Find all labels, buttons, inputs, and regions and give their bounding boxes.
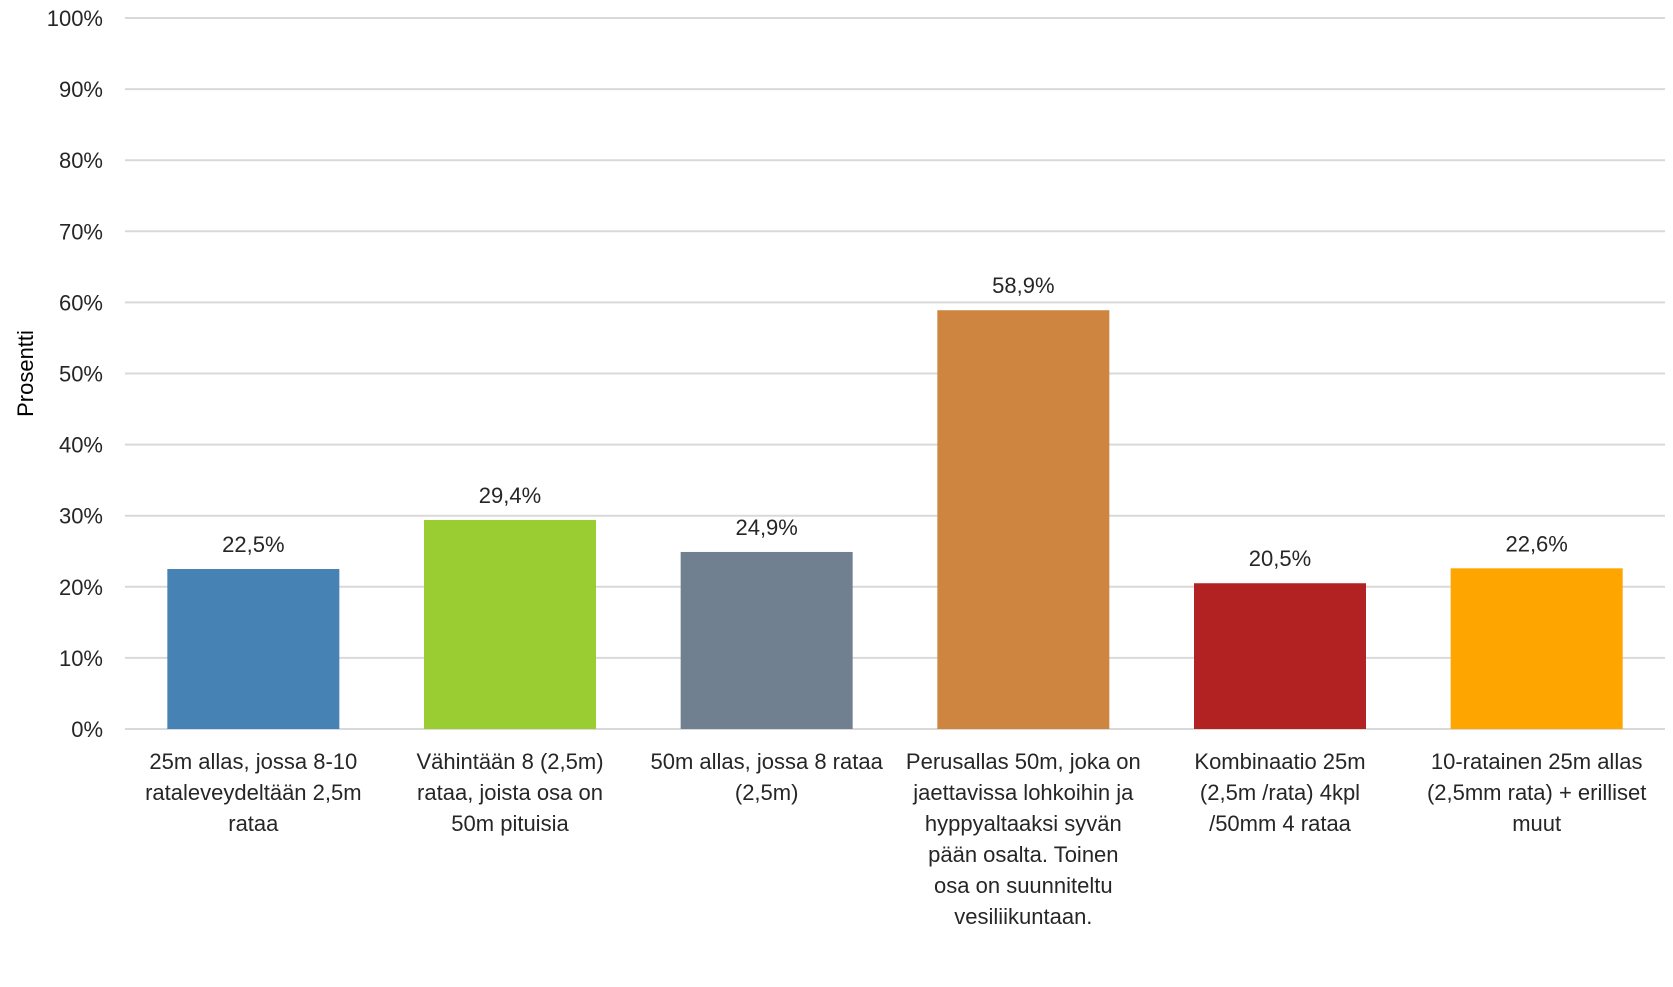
bars <box>167 310 1623 729</box>
y-tick-label: 10% <box>59 646 103 671</box>
y-tick-label: 40% <box>59 433 103 458</box>
y-axis-title: Prosentti <box>13 330 38 417</box>
category-label: Vähintään 8 (2,5m) rataa, joista osa on 50… <box>416 749 603 836</box>
y-tick-label: 80% <box>59 148 103 173</box>
bar <box>424 519 596 729</box>
data-labels: 22,5% 29,4% 24,9% 58,9% 20,5% 22,6% <box>222 273 1568 571</box>
bar <box>937 310 1110 729</box>
y-tick-label: 20% <box>59 575 103 600</box>
category-label: 10-ratainen 25m allas (2,5mm rata) + eril… <box>1427 749 1646 836</box>
data-label: 29,4% <box>479 483 541 508</box>
bar <box>680 551 853 729</box>
category-label: Perusallas 50m, joka on jaettavissa lohko… <box>906 749 1141 929</box>
y-tick-label: 90% <box>59 77 103 102</box>
data-label: 22,6% <box>1505 531 1567 556</box>
y-tick-label: 30% <box>59 504 103 529</box>
y-tick-label: 0% <box>71 717 103 742</box>
category-label: Kombinaatio 25m (2,5m /rata) 4kpl/50mm 4 … <box>1194 749 1365 836</box>
bar <box>1450 568 1623 729</box>
gridlines <box>125 17 1665 730</box>
bar <box>167 569 340 729</box>
category-labels: 25m allas, jossa 8-10 rataleveydeltään 2,… <box>145 749 1646 929</box>
y-tick-label: 100% <box>47 6 103 31</box>
y-tick-label: 60% <box>59 290 103 315</box>
data-label: 58,9% <box>992 273 1054 298</box>
data-label: 22,5% <box>222 532 284 557</box>
y-axis-ticks: 0% 10% 20% 30% 40% 50% 60% 70% 80% 90% 100% <box>47 6 103 742</box>
data-label: 24,9% <box>735 515 797 540</box>
y-tick-label: 50% <box>59 362 103 387</box>
data-label: 20,5% <box>1249 546 1311 571</box>
bar <box>1194 583 1366 729</box>
category-label: 50m allas, jossa 8 rataa (2,5m) <box>650 749 883 805</box>
category-label: 25m allas, jossa 8-10 rataleveydeltään 2,… <box>145 749 361 836</box>
y-tick-label: 70% <box>59 219 103 244</box>
